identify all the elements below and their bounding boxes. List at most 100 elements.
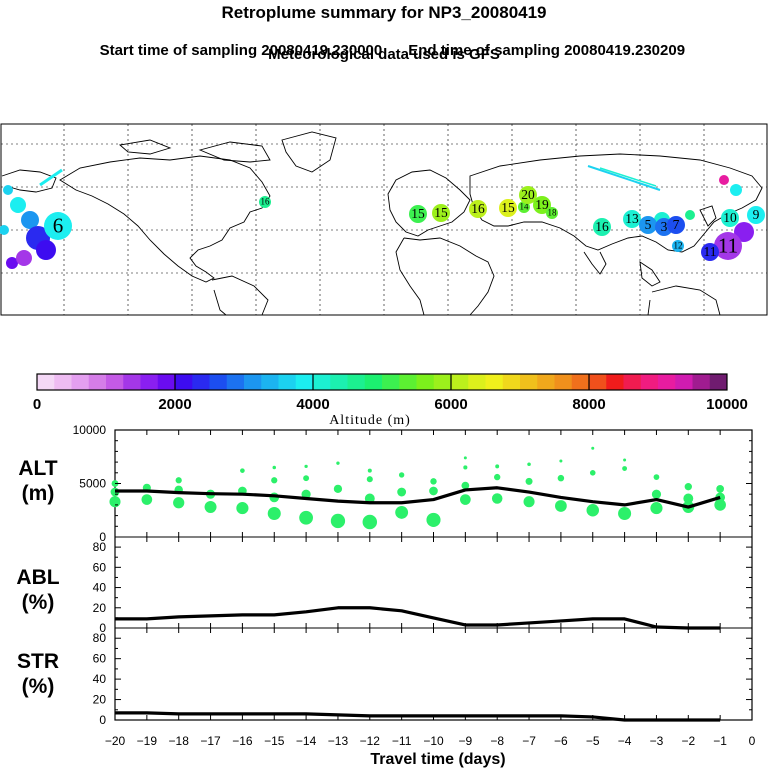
colorbar-tick-label: 6000 bbox=[434, 396, 467, 413]
alt-dot bbox=[586, 504, 599, 517]
alt-dot bbox=[523, 496, 535, 508]
alt-dot bbox=[398, 472, 405, 478]
map-plume-dot bbox=[685, 210, 695, 220]
x-tick-label: −20 bbox=[105, 734, 126, 748]
x-tick-label: −16 bbox=[232, 734, 253, 748]
y-tick-label: 80 bbox=[93, 631, 107, 645]
alt-dot bbox=[716, 485, 725, 493]
alt-dot bbox=[330, 513, 346, 529]
alt-dot bbox=[591, 446, 595, 450]
alt-dot bbox=[271, 477, 278, 484]
alt-dot bbox=[333, 484, 343, 493]
alt-dot bbox=[141, 494, 153, 505]
map-marker-label: 11 bbox=[718, 233, 738, 257]
colorbar-cell bbox=[416, 374, 435, 390]
trajectory-traces bbox=[39, 165, 661, 191]
map-marker-label: 19 bbox=[535, 197, 549, 212]
x-tick-label: −19 bbox=[137, 734, 158, 748]
alt-dot bbox=[304, 464, 308, 469]
series-line-alt bbox=[115, 486, 721, 509]
alt-dot bbox=[272, 465, 276, 470]
series-line-str bbox=[115, 711, 721, 722]
alt-dot bbox=[204, 501, 217, 514]
colorbar-cell bbox=[675, 374, 693, 390]
colorbar-cell bbox=[88, 374, 107, 390]
x-tick-label: −15 bbox=[264, 734, 285, 748]
map-marker bbox=[499, 199, 517, 217]
colorbar-cell bbox=[623, 374, 642, 390]
str-label: STR bbox=[17, 650, 59, 673]
map-marker bbox=[721, 209, 739, 227]
alt-dot bbox=[622, 466, 628, 471]
alt-dot bbox=[301, 489, 311, 499]
altitude-colorbar: 0 2000 4000 6000 8000 10000 Altitude (m) bbox=[33, 373, 748, 428]
figure-title: Retroplume summary for NP3_20080419 bbox=[221, 3, 547, 22]
map-plume-dot bbox=[16, 250, 32, 266]
colorbar-cell bbox=[382, 374, 400, 390]
map-marker bbox=[409, 205, 427, 223]
y-tick-label: 80 bbox=[93, 540, 107, 554]
colorbar-tick-label: 8000 bbox=[572, 396, 605, 413]
map-marker bbox=[533, 196, 551, 214]
map-marker bbox=[432, 204, 450, 222]
alt-dot bbox=[429, 486, 438, 496]
alt-dot bbox=[240, 468, 245, 473]
alt-dot bbox=[267, 506, 281, 520]
map-marker-label: 15 bbox=[501, 200, 515, 215]
panels-frame bbox=[114, 429, 753, 721]
series-line-abl bbox=[115, 606, 721, 630]
x-tick-label: −10 bbox=[423, 734, 444, 748]
colorbar-frame bbox=[36, 373, 728, 391]
alt-dot bbox=[463, 465, 468, 470]
colorbar-cell bbox=[502, 374, 521, 390]
coastlines bbox=[1, 131, 763, 316]
y-tick-label: 40 bbox=[93, 672, 107, 686]
map-marker bbox=[546, 207, 558, 219]
alt-dot bbox=[495, 464, 500, 469]
colorbar-cell bbox=[692, 374, 711, 390]
colorbar-tick-label: 2000 bbox=[158, 396, 191, 413]
abl-label: ABL bbox=[16, 566, 59, 589]
map-marker-label: 15 bbox=[411, 206, 425, 221]
map-marker-label: 16 bbox=[261, 197, 271, 207]
colorbar-cell bbox=[640, 374, 659, 390]
map-marker bbox=[623, 210, 641, 228]
colorbar-cell bbox=[295, 374, 314, 390]
colorbar-tick-labels: 0 2000 4000 6000 8000 10000 bbox=[33, 396, 748, 413]
map-plume-dot bbox=[719, 175, 729, 185]
colorbar-cell bbox=[658, 374, 676, 390]
alt-dot bbox=[589, 470, 596, 476]
colorbar-cell bbox=[606, 374, 624, 390]
colorbar-cell bbox=[709, 374, 728, 390]
colorbar-label: Altitude (m) bbox=[329, 413, 411, 428]
alt-dot bbox=[426, 512, 441, 527]
y-tick-label: 60 bbox=[93, 560, 107, 574]
y-tick-label: 0 bbox=[99, 713, 106, 727]
map-marker-label: 6 bbox=[53, 213, 64, 237]
x-tick-label: −2 bbox=[681, 734, 695, 748]
colorbar-cell bbox=[244, 374, 262, 390]
alt-dot bbox=[397, 487, 407, 497]
map-plume-dot bbox=[36, 240, 56, 260]
colorbar-cell bbox=[520, 374, 538, 390]
map-marker bbox=[593, 218, 611, 236]
map-marker-label: 16 bbox=[595, 219, 609, 234]
colorbar-cell bbox=[175, 374, 193, 390]
map-marker bbox=[672, 240, 684, 252]
colorbar-cell bbox=[226, 374, 245, 390]
y-tick-label: 0 bbox=[99, 530, 106, 544]
alt-dot bbox=[173, 497, 185, 509]
axes: −20 −19 −18 −17 −16 −15 −14 −13 −12 −11 −10 −9 −8 −7−… bbox=[73, 423, 756, 748]
colorbar-cell bbox=[537, 374, 555, 390]
alt-dot bbox=[461, 481, 470, 490]
x-tick-label: −13 bbox=[328, 734, 349, 748]
x-tick-label: −14 bbox=[296, 734, 317, 748]
colorbar-cell bbox=[485, 374, 504, 390]
colorbar-cell bbox=[451, 374, 469, 390]
time-series-panels: −20 −19 −18 −17 −16 −15 −14 −13 −12 −11 −10 −9 −8 −7−… bbox=[16, 423, 755, 768]
map-marker-label: 10 bbox=[723, 210, 737, 225]
colorbar-cell bbox=[399, 374, 417, 390]
